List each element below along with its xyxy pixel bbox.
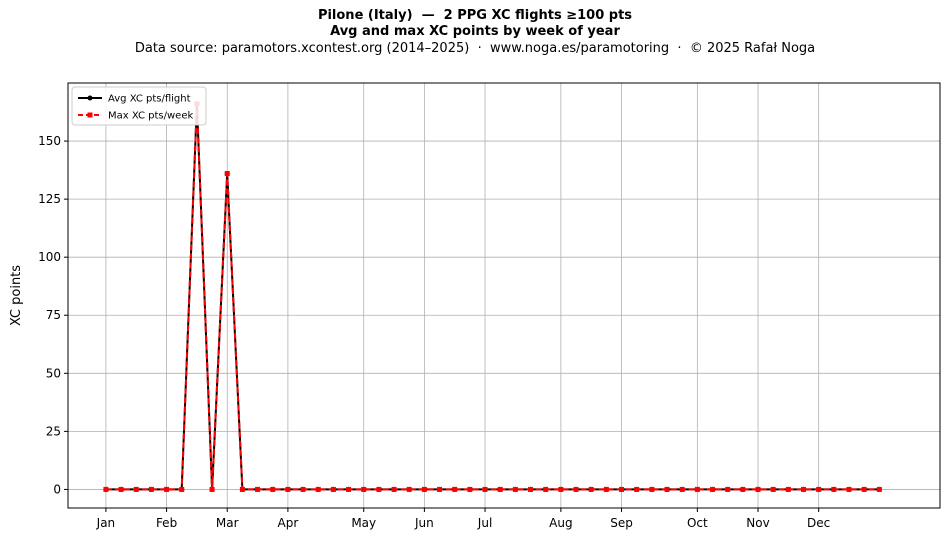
series-marker bbox=[497, 486, 503, 492]
series-marker bbox=[133, 486, 139, 492]
series-marker bbox=[573, 486, 579, 492]
series-marker bbox=[103, 486, 109, 492]
series-marker bbox=[300, 486, 306, 492]
series-marker bbox=[437, 486, 443, 492]
x-tick-label: Jan bbox=[96, 516, 116, 530]
series-marker bbox=[346, 486, 352, 492]
series-marker bbox=[179, 486, 185, 492]
series-marker bbox=[209, 486, 215, 492]
series-marker bbox=[831, 486, 837, 492]
x-tick-label: Jun bbox=[414, 516, 434, 530]
series-marker bbox=[816, 486, 822, 492]
legend-swatch-marker bbox=[87, 112, 93, 118]
series-line bbox=[105, 102, 880, 491]
y-tick-label: 125 bbox=[38, 192, 61, 206]
series-marker bbox=[755, 486, 761, 492]
y-tick-label: 50 bbox=[46, 366, 61, 380]
series-marker bbox=[452, 486, 458, 492]
series-marker bbox=[528, 486, 534, 492]
series-marker bbox=[861, 486, 867, 492]
series-marker bbox=[467, 486, 473, 492]
series-marker bbox=[588, 486, 594, 492]
series-marker bbox=[710, 486, 716, 492]
series-marker bbox=[330, 486, 336, 492]
series-marker bbox=[164, 486, 170, 492]
legend-swatch-marker bbox=[87, 95, 93, 101]
series-marker bbox=[770, 486, 776, 492]
tick-layer: 0 25 50 75 100 125 150 Jan Feb Mar Apr May Jun Jul Aug… bbox=[38, 134, 830, 530]
x-tick-label: Jul bbox=[477, 516, 492, 530]
series-marker bbox=[406, 486, 412, 492]
y-tick-label: 25 bbox=[46, 424, 61, 438]
series-marker bbox=[846, 486, 852, 492]
series-layer bbox=[103, 101, 882, 492]
x-tick-label: Sep bbox=[610, 516, 633, 530]
series-marker bbox=[649, 486, 655, 492]
series-marker bbox=[634, 486, 640, 492]
x-tick-label: Mar bbox=[216, 516, 239, 530]
chart-subtitle: Data source: paramotors.xcontest.org (20… bbox=[134, 41, 816, 56]
series-marker bbox=[740, 486, 746, 492]
series-marker bbox=[664, 486, 670, 492]
series-marker bbox=[118, 486, 124, 492]
series-marker bbox=[315, 486, 321, 492]
legend-label: Avg XC pts/flight bbox=[108, 94, 191, 105]
series-marker bbox=[725, 486, 731, 492]
series-marker bbox=[876, 486, 882, 492]
x-tick-label: Apr bbox=[278, 516, 299, 530]
series-marker bbox=[239, 486, 245, 492]
x-tick-label: Feb bbox=[156, 516, 177, 530]
series-marker bbox=[801, 486, 807, 492]
series-marker bbox=[391, 486, 397, 492]
legend-box bbox=[71, 86, 207, 126]
series-marker bbox=[224, 171, 230, 177]
legend-label: Max XC pts/week bbox=[108, 111, 193, 122]
x-tick-label: May bbox=[351, 516, 376, 530]
chart-title-block: Pilone (Italy) — 2 PPG XC flights ≥100 p… bbox=[0, 8, 950, 57]
x-tick-label: Aug bbox=[549, 516, 572, 530]
y-tick-label: 75 bbox=[46, 308, 61, 322]
series-marker bbox=[148, 486, 154, 492]
plot-frame bbox=[67, 82, 941, 509]
series-marker bbox=[255, 486, 261, 492]
series-marker bbox=[421, 486, 427, 492]
series-marker bbox=[270, 486, 276, 492]
series-marker bbox=[785, 486, 791, 492]
x-tick-label: Oct bbox=[687, 516, 708, 530]
series-marker bbox=[512, 486, 518, 492]
series-marker bbox=[543, 486, 549, 492]
x-tick-label: Dec bbox=[807, 516, 830, 530]
y-tick-label: 150 bbox=[38, 134, 61, 148]
y-tick-label: 0 bbox=[53, 482, 61, 496]
chart-title-secondary: Avg and max XC points by week of year bbox=[330, 24, 620, 39]
series-marker bbox=[361, 486, 367, 492]
series-marker bbox=[619, 486, 625, 492]
chart-title: Pilone (Italy) — 2 PPG XC flights ≥100 p… bbox=[317, 8, 633, 23]
series-marker bbox=[482, 486, 488, 492]
series-marker bbox=[694, 486, 700, 492]
y-axis-label: XC points bbox=[9, 265, 24, 326]
series-marker bbox=[285, 486, 291, 492]
x-tick-label: Nov bbox=[746, 516, 769, 530]
series-marker bbox=[603, 486, 609, 492]
series-marker bbox=[376, 486, 382, 492]
legend: Avg XC pts/flight Max XC pts/week bbox=[71, 86, 207, 126]
series-marker bbox=[679, 486, 685, 492]
series-marker bbox=[558, 486, 564, 492]
y-tick-label: 100 bbox=[38, 250, 61, 264]
